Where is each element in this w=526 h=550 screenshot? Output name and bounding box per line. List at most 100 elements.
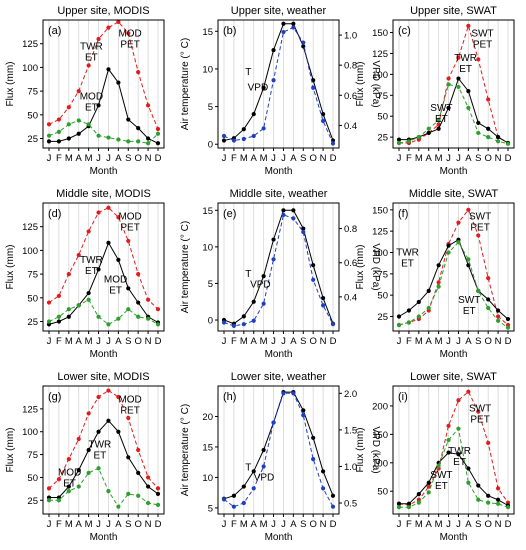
x-tick-label: S — [125, 336, 131, 347]
data-point — [476, 57, 481, 62]
x-tick-label: M — [85, 336, 93, 347]
data-point — [396, 501, 402, 506]
data-point — [145, 103, 151, 108]
series-line — [49, 68, 159, 144]
series-label: ET — [85, 266, 98, 277]
data-point — [495, 318, 501, 323]
series-label: MOD — [118, 29, 141, 40]
data-point — [466, 480, 471, 485]
x-tick-label: D — [155, 336, 162, 347]
data-point — [271, 237, 276, 242]
x-axis-label: Month — [265, 349, 293, 360]
x-tick-label: S — [300, 336, 306, 347]
data-point — [116, 504, 121, 509]
data-point — [96, 394, 101, 400]
data-point — [76, 253, 81, 258]
data-point — [436, 126, 441, 131]
data-point — [56, 129, 62, 134]
data-point — [320, 118, 326, 123]
x-tick-label: F — [231, 519, 237, 530]
data-point — [486, 297, 491, 302]
y2-axis-label: VPD (kPa) — [370, 426, 381, 473]
data-point — [416, 500, 421, 505]
y-tick-label: 75 — [377, 269, 388, 280]
x-axis-label: Month — [90, 349, 118, 360]
data-point — [456, 240, 461, 245]
data-point — [311, 85, 316, 90]
y-axis-label: Air temperature (° C) — [180, 38, 191, 130]
data-point — [251, 299, 256, 304]
y2-tick-label: 2.0 — [344, 389, 357, 400]
data-point — [476, 483, 481, 488]
data-point — [330, 493, 336, 498]
data-point — [456, 398, 461, 403]
data-point — [311, 277, 316, 282]
series-line — [48, 21, 159, 130]
data-point — [396, 322, 402, 328]
panel-title: Middle site, SWAT — [409, 188, 499, 200]
y-tick-label: 10 — [202, 242, 213, 253]
series-label: SWT — [430, 103, 452, 114]
data-point — [241, 314, 246, 319]
data-point — [46, 122, 52, 127]
data-point — [56, 314, 62, 319]
x-tick-label: N — [320, 519, 327, 530]
data-point — [155, 502, 161, 507]
data-point — [281, 391, 286, 396]
data-point — [261, 447, 266, 453]
x-tick-label: M — [415, 153, 423, 164]
series-label: TWR — [454, 53, 477, 64]
y-tick-label: 125 — [372, 49, 388, 60]
x-tick-label: A — [251, 153, 258, 164]
series-label: PET — [120, 40, 139, 51]
series-label: ET — [109, 285, 122, 296]
y-tick-label: 20 — [202, 412, 213, 423]
series-line — [399, 24, 509, 144]
data-point — [406, 139, 412, 144]
data-point — [106, 240, 111, 245]
plot-frame — [42, 385, 165, 515]
data-point — [126, 238, 131, 244]
data-point — [320, 469, 326, 474]
x-tick-label: A — [465, 153, 472, 164]
x-tick-label: N — [495, 153, 502, 164]
series-label: ET — [85, 102, 98, 113]
data-point — [66, 457, 71, 462]
series-label: T — [245, 269, 251, 280]
series-label: TWR — [80, 41, 103, 52]
data-point — [126, 491, 131, 496]
data-point — [261, 85, 266, 90]
y-tick-label: 200 — [372, 401, 388, 412]
x-tick-label: M — [240, 519, 248, 530]
data-point — [426, 490, 431, 495]
data-point — [291, 25, 296, 30]
data-point — [301, 408, 306, 413]
x-tick-label: J — [446, 519, 451, 530]
series-label: TWR — [396, 247, 419, 258]
x-tick-label: M — [65, 153, 73, 164]
data-point — [56, 293, 62, 299]
data-point — [86, 122, 91, 127]
data-point — [76, 468, 81, 473]
data-point — [406, 505, 412, 510]
x-tick-label: M — [240, 153, 248, 164]
x-tick-label: M — [85, 519, 93, 530]
data-point — [495, 314, 501, 319]
x-tick-label: A — [76, 153, 83, 164]
data-point — [66, 122, 71, 127]
x-tick-label: D — [505, 153, 512, 164]
data-point — [466, 89, 471, 94]
data-point — [320, 486, 326, 491]
data-point — [311, 435, 316, 440]
x-tick-label: M — [65, 519, 73, 530]
data-point — [281, 208, 286, 213]
y2-tick-label: 0.6 — [344, 258, 357, 269]
x-tick-label: F — [56, 519, 62, 530]
data-point — [426, 484, 431, 489]
series-line — [223, 26, 334, 144]
x-tick-label: A — [76, 336, 83, 347]
data-point — [486, 305, 491, 311]
y-tick-label: 100 — [22, 427, 38, 438]
x-tick-label: J — [222, 336, 227, 347]
data-point — [126, 117, 131, 122]
